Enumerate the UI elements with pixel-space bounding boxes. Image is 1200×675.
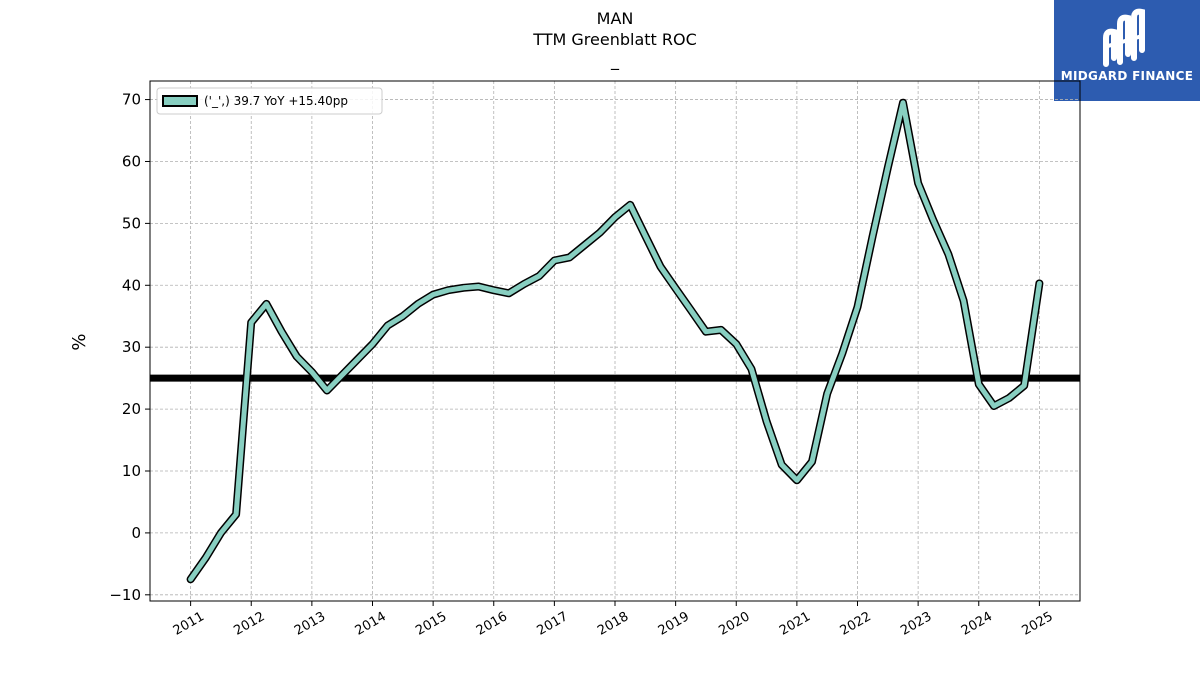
x-tick-label: 2020 — [716, 609, 752, 639]
y-tick-label: 20 — [122, 400, 141, 418]
chart-subtitle: TTM Greenblatt ROC — [533, 30, 697, 49]
x-tick-label: 2012 — [231, 609, 267, 639]
y-tick-label: 70 — [122, 91, 141, 109]
y-axis: −10 0 10 20 30 40 50 60 70 — [109, 91, 150, 604]
series-line — [188, 100, 1042, 582]
y-tick-label: 30 — [122, 338, 141, 356]
x-tick-label: 2015 — [413, 609, 449, 639]
x-tick-label: 2025 — [1020, 609, 1056, 639]
midgard-logo-icon — [1103, 8, 1145, 67]
x-tick-label: 2024 — [959, 609, 995, 639]
brand-name: MIDGARD FINANCE — [1060, 69, 1194, 83]
series-group — [186, 98, 1044, 584]
x-tick-label: 2017 — [535, 609, 571, 639]
legend-box — [156, 87, 383, 115]
x-tick-label: 2011 — [171, 609, 207, 639]
x-tick-label: 2018 — [595, 609, 631, 639]
x-tick-label: 2016 — [474, 609, 510, 639]
y-tick-label: 0 — [131, 524, 141, 542]
y-tick-label: −10 — [109, 586, 141, 604]
x-tick-label: 2019 — [656, 609, 692, 639]
legend-label: ('_',) 39.7 YoY +15.40pp — [204, 94, 348, 108]
chart-titles: MAN TTM Greenblatt ROC _ — [150, 8, 1080, 71]
chart-subtitle-2: _ — [611, 51, 619, 70]
legend-swatch — [162, 95, 198, 107]
x-tick-label: 2021 — [777, 609, 813, 639]
x-tick-label: 2013 — [292, 609, 328, 639]
legend[interactable]: ('_',) 39.7 YoY +15.40pp — [156, 87, 383, 115]
y-tick-label: 50 — [122, 214, 141, 232]
x-axis: 2011 2012 2013 2014 2015 2016 2017 2018 2019 2020… — [171, 601, 1056, 639]
x-tick-label: 2023 — [898, 609, 934, 639]
x-tick-label: 2014 — [353, 609, 389, 639]
y-tick-label: 40 — [122, 276, 141, 294]
y-tick-label: 60 — [122, 152, 141, 170]
y-axis-label: % — [69, 333, 90, 350]
y-tick-label: 10 — [122, 462, 141, 480]
x-tick-label: 2022 — [838, 609, 874, 639]
brand-logo: MIDGARD FINANCE — [1054, 0, 1200, 101]
chart-title: MAN — [596, 9, 634, 28]
